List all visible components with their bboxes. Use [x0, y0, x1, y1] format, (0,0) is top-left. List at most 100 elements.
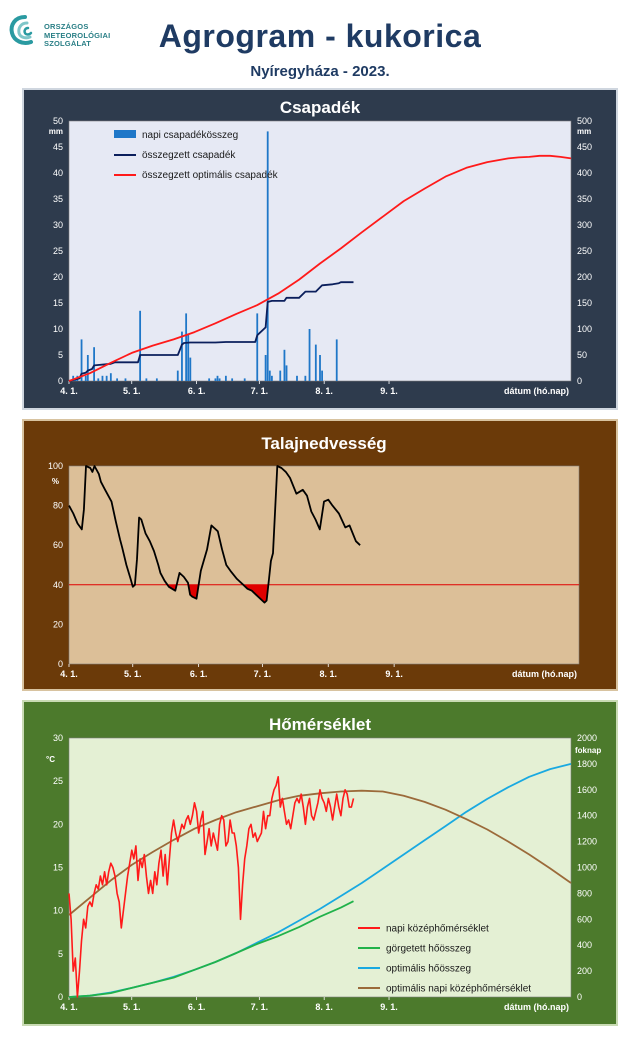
- x-tick-label: 5. 1.: [123, 1002, 141, 1012]
- logo: ORSZÁGOS METEOROLÓGIAI SZOLGÁLAT: [8, 14, 118, 54]
- y-tick-label-left: 35: [53, 194, 63, 204]
- precip-bar: [101, 375, 104, 381]
- x-tick-label: 7. 1.: [251, 386, 269, 396]
- legend-label: összegzett csapadék: [142, 150, 236, 161]
- y-tick-label-left: 30: [53, 733, 63, 743]
- y-tick-label-right: 1200: [577, 837, 597, 847]
- cumulative-precip-line: [68, 281, 354, 382]
- plot-area: [68, 120, 572, 382]
- precip-bar: [264, 355, 267, 381]
- legend-label: összegzett optimális csapadék: [142, 170, 279, 181]
- precip-bar: [109, 373, 112, 381]
- y-tick-label-left: 45: [53, 142, 63, 152]
- y-tick-label-right: 400: [577, 940, 592, 950]
- precip-bar: [314, 344, 317, 381]
- x-tick-label: 9. 1.: [385, 669, 403, 679]
- precip-bar: [285, 365, 288, 381]
- legend-swatch-daily-precip: [114, 130, 136, 138]
- precip-bar: [187, 334, 190, 381]
- x-tick-label: 7. 1.: [251, 1002, 269, 1012]
- y-tick-label-left: 10: [53, 324, 63, 334]
- y-unit-left: mm: [49, 127, 63, 136]
- legend-label: napi középhőmérséklet: [386, 924, 489, 935]
- y-tick-label-left: 15: [53, 863, 63, 873]
- x-tick-label: 8. 1.: [319, 669, 337, 679]
- legend-label: optimális napi középhőmérséklet: [386, 984, 531, 995]
- page-title: Agrogram - kukorica: [158, 18, 482, 54]
- y-tick-label-right: 1000: [577, 863, 597, 873]
- x-tick-label: 9. 1.: [380, 1002, 398, 1012]
- precip-bar: [181, 331, 183, 381]
- x-tick-label: 9. 1.: [380, 386, 398, 396]
- y-tick-label-right: 100: [577, 324, 592, 334]
- y-tick-label-left: 30: [53, 220, 63, 230]
- y-tick-label-left: 0: [58, 659, 63, 669]
- precip-bar: [321, 370, 323, 381]
- soil-moisture-chart: Talajnedvesség 4. 1. 5. 1. 6. 1. 7. 1. 8. 1. 9…: [48, 434, 580, 679]
- x-tick-label: 6. 1.: [188, 386, 206, 396]
- y-tick-label-right: 600: [577, 914, 592, 924]
- precip-bar: [176, 370, 179, 381]
- x-axis-label: dátum (hó.nap): [512, 669, 577, 679]
- y-tick-label-right: 300: [577, 220, 592, 230]
- y-tick-label-left: 0: [58, 376, 63, 386]
- precip-bar: [214, 378, 217, 381]
- x-axis-label: dátum (hó.nap): [504, 386, 569, 396]
- precip-bar: [189, 357, 192, 381]
- y-tick-label-right: 400: [577, 168, 592, 178]
- precip-bar: [304, 375, 307, 381]
- precip-bar: [224, 375, 227, 381]
- x-tick-label: 4. 1.: [60, 386, 78, 396]
- precip-bar: [270, 375, 273, 381]
- y-tick-label-right: 800: [577, 888, 592, 898]
- precip-bar: [72, 375, 75, 381]
- y-tick-label-right: 0: [577, 992, 582, 1002]
- legend-label: görgetett hőösszeg: [386, 944, 471, 955]
- y-tick-label-left: 80: [53, 501, 63, 511]
- x-tick-label: 7. 1.: [254, 669, 272, 679]
- y-tick-label-right: 1800: [577, 759, 597, 769]
- chart-title: Hőmérséklet: [269, 715, 371, 734]
- soil-moisture-line: [68, 465, 361, 604]
- chart-title: Csapadék: [280, 98, 361, 117]
- y-tick-label-left: 5: [58, 949, 63, 959]
- header: ORSZÁGOS METEOROLÓGIAI SZOLGÁLAT Agrogra…: [0, 0, 640, 86]
- page-subtitle: Nyíregyháza - 2023.: [250, 63, 390, 80]
- precipitation-chart: Csapadék 4. 1. 5. 1. 6. 1. 7. 1. 8. 1. 9. 1. dá…: [49, 98, 592, 396]
- precip-bar: [296, 375, 298, 381]
- precip-bar: [283, 349, 286, 381]
- plot-area: [68, 465, 580, 665]
- y-tick-label-right: 1600: [577, 785, 597, 795]
- y-tick-label-right: 350: [577, 194, 592, 204]
- precip-bar: [185, 313, 188, 381]
- y-tick-label-right: 200: [577, 272, 592, 282]
- y-tick-label-left: 60: [53, 540, 63, 550]
- precip-bar: [155, 378, 158, 381]
- y-tick-label-left: 25: [53, 776, 63, 786]
- precip-bar: [208, 378, 211, 381]
- precip-bar: [80, 339, 83, 381]
- y-tick-label-left: 15: [53, 298, 63, 308]
- temperature-panel: Hőmérséklet 4. 1. 5. 1. 6. 1. 7. 1. 8. 1. 9. 1…: [22, 700, 618, 1026]
- y-tick-label-right: 250: [577, 246, 592, 256]
- rolling-heat-sum-line: [68, 900, 354, 998]
- precip-bar: [308, 329, 311, 381]
- precip-bar: [256, 313, 259, 381]
- precip-bar: [93, 347, 95, 381]
- precip-bar: [319, 355, 321, 381]
- precip-bar: [124, 378, 127, 381]
- y-tick-label-left: 20: [53, 272, 63, 282]
- precip-bar: [266, 131, 269, 381]
- y-unit-left: °C: [46, 755, 55, 764]
- y-tick-label-left: 40: [53, 168, 63, 178]
- precip-bar: [335, 339, 338, 381]
- x-tick-label: 8. 1.: [315, 1002, 333, 1012]
- x-tick-label: 6. 1.: [190, 669, 208, 679]
- y-tick-label-left: 20: [53, 819, 63, 829]
- precipitation-panel: Csapadék 4. 1. 5. 1. 6. 1. 7. 1. 8. 1. 9. 1. dá…: [22, 88, 618, 410]
- y-tick-label-left: 100: [48, 461, 63, 471]
- precip-bar: [84, 375, 87, 381]
- y-unit-right: foknap: [575, 746, 601, 755]
- precip-bar: [139, 310, 142, 381]
- org-name: ORSZÁGOS METEOROLÓGIAI SZOLGÁLAT: [44, 22, 111, 48]
